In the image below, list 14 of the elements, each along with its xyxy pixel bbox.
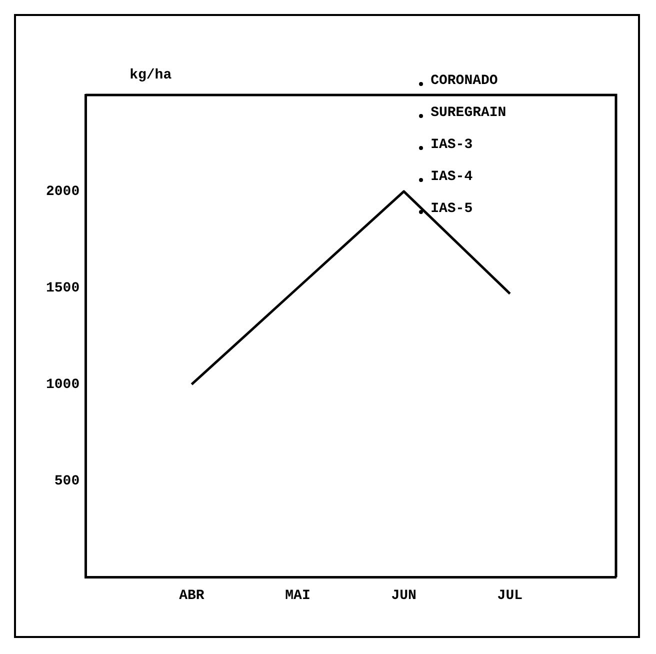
text: CORONADO (430, 72, 498, 91)
x-tick-label: MAI (285, 588, 310, 604)
y-tick-label: 1000 (46, 376, 80, 393)
x-tick-label: JUL (497, 588, 523, 604)
annotation: IAS-5 (430, 200, 473, 219)
y-tick-label: 1500 (46, 280, 80, 296)
y-tick-label: 500 (54, 473, 80, 490)
x-tick-label: ABR (179, 588, 205, 604)
y-tick-label: 2000 (46, 184, 80, 200)
annotation: IAS-3 (430, 136, 473, 155)
annotation: SUREGRAIN (430, 104, 506, 123)
y-axis-title: kg/ha (130, 68, 172, 84)
annotation: IAS-4 (430, 168, 473, 187)
x-tick-label: JUN (391, 588, 416, 604)
